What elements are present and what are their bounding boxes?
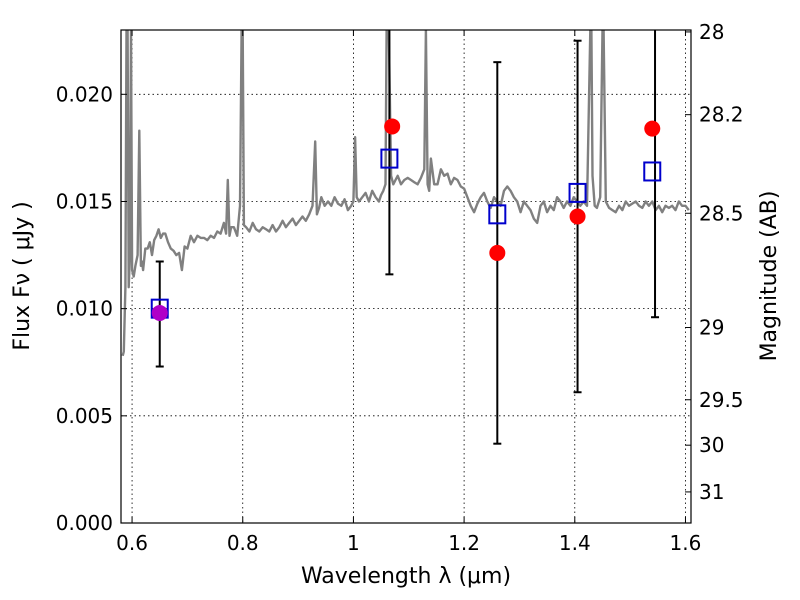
y-axis-label: Flux Fν ( μJy ) <box>10 201 35 350</box>
y-axis-right-label: Magnitude (AB) <box>757 191 782 362</box>
x-tick-label: 1.6 <box>670 531 702 555</box>
y-tick-label: 0.005 <box>56 404 113 428</box>
y-tick-label: 0.000 <box>56 511 113 535</box>
right-tick-label: 29 <box>699 316 724 340</box>
right-tick-label: 28.5 <box>699 201 744 225</box>
observed-flux-point <box>384 118 401 135</box>
right-tick-label: 31 <box>699 480 724 504</box>
errorbar <box>385 30 394 276</box>
x-tick-label: 0.6 <box>116 531 148 555</box>
x-axis-label: Wavelength λ (μm) <box>301 564 511 589</box>
right-tick-label: 30 <box>699 433 724 457</box>
series-layer <box>121 30 690 357</box>
ticks: 0.6 0.8 1 1.2 1.4 1.6 0.000 0.005 0.010 0.015 0.02… <box>56 20 744 555</box>
x-tick-label: 1.4 <box>559 531 591 555</box>
right-tick-label: 29.5 <box>699 388 744 412</box>
right-tick-label: 28.2 <box>699 103 744 127</box>
marker-layer <box>150 118 662 321</box>
y-tick-label: 0.020 <box>56 82 113 106</box>
detection-point <box>151 304 168 321</box>
observed-flux-point <box>569 208 586 225</box>
x-tick-label: 1 <box>347 531 360 555</box>
model-flux-square <box>643 161 662 182</box>
x-tick-label: 1.2 <box>448 531 480 555</box>
y-tick-label: 0.015 <box>56 189 113 213</box>
grid <box>121 30 691 523</box>
errorbar <box>651 30 660 319</box>
model-flux-square <box>488 204 507 225</box>
x-tick-label: 0.8 <box>227 531 259 555</box>
errorbar-layer <box>155 30 660 445</box>
model-flux-square <box>380 148 399 169</box>
observed-flux-point <box>644 120 661 137</box>
model-flux-square <box>568 182 587 203</box>
y-tick-label: 0.010 <box>56 297 113 321</box>
model-spectrum-line <box>121 30 690 357</box>
observed-flux-point <box>489 244 506 261</box>
right-tick-label: 28 <box>699 20 724 44</box>
plot-frame <box>120 29 692 524</box>
